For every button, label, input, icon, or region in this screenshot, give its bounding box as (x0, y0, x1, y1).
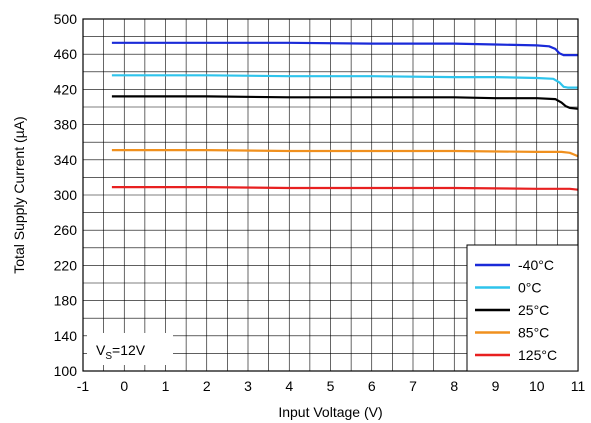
legend-label: 125°C (518, 347, 557, 363)
legend: -40°C 0°C 25°C 85°C 125°C (466, 244, 579, 372)
y-tick-label: 500 (54, 11, 78, 27)
vs-annotation-suffix: =12V (112, 342, 146, 358)
x-tick-label: 7 (409, 378, 417, 394)
y-tick-label: 420 (54, 81, 78, 97)
series-line-1 (111, 74, 578, 89)
vs-annotation-text: VS=12V (96, 342, 146, 362)
x-axis-title: Input Voltage (V) (278, 404, 382, 420)
legend-label: 25°C (518, 302, 549, 318)
x-tick-label: 2 (203, 378, 211, 394)
y-tick-label: 260 (54, 222, 78, 238)
y-tick-label: 460 (54, 46, 78, 62)
legend-label: 85°C (518, 325, 549, 341)
y-tick-label: 140 (54, 328, 78, 344)
plot-frame (82, 18, 579, 372)
legend-label: 0°C (518, 280, 542, 296)
x-tick-label: 9 (492, 378, 500, 394)
series-line-0 (111, 41, 578, 57)
x-tick-label: 3 (244, 378, 252, 394)
x-tick-label: -1 (77, 378, 90, 394)
vs-annotation-prefix: V (96, 342, 106, 358)
x-tick-label: 1 (162, 378, 170, 394)
x-tick-label: 6 (368, 378, 376, 394)
y-tick-label: 300 (54, 187, 78, 203)
y-axis-title: Total Supply Current (µA) (11, 116, 27, 273)
series-lines (111, 41, 579, 191)
x-tick-label: 10 (529, 378, 545, 394)
x-tick-label: 4 (285, 378, 293, 394)
x-tick-label: 0 (120, 378, 128, 394)
x-tick-label: 8 (450, 378, 458, 394)
y-tick-label: 220 (54, 257, 78, 273)
series-line-4 (111, 186, 579, 191)
y-tick-label: 180 (54, 293, 78, 309)
series-line-2 (111, 95, 579, 110)
vs-annotation-subscript: S (105, 351, 112, 362)
x-tick-label: 5 (327, 378, 335, 394)
series-line-3 (111, 149, 579, 158)
y-tick-label: 340 (54, 152, 78, 168)
y-tick-label: 100 (54, 363, 78, 379)
tick-labels: -1 0 1 2 3 4 5 6 7 8 9 10 11 100 140 180 220 260 300 340 380… (54, 11, 586, 394)
x-tick-label: 11 (571, 378, 586, 394)
vs-annotation: VS=12V (87, 333, 173, 365)
legend-label: -40°C (518, 257, 554, 273)
y-tick-label: 380 (54, 117, 78, 133)
